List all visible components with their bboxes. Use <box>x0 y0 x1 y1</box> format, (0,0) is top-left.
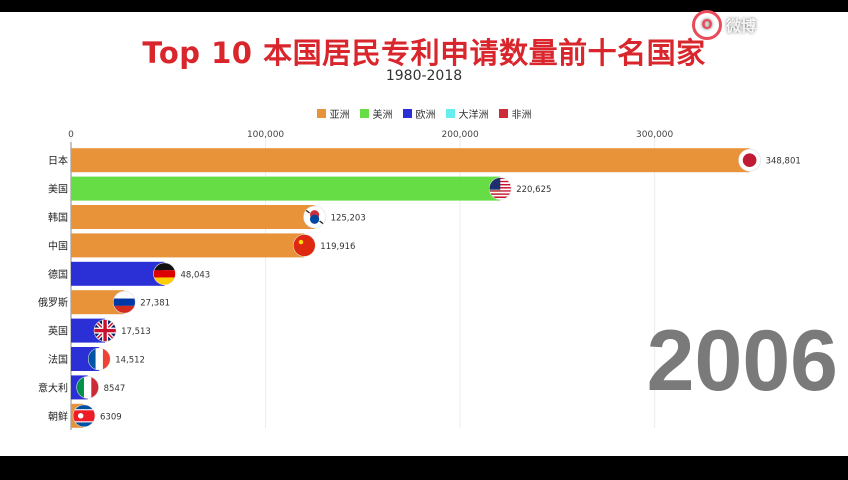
x-tick-label: 0 <box>68 130 74 140</box>
value-label: 48,043 <box>180 270 210 280</box>
bar <box>71 233 305 258</box>
category-label: 意大利 <box>38 381 68 394</box>
legend-swatch <box>402 109 412 118</box>
legend-swatch <box>316 109 326 118</box>
usa-flag-icon <box>488 177 512 200</box>
chart-subtitle: 1980-2018 <box>385 68 463 84</box>
france-flag-icon <box>87 347 111 371</box>
watermark: O 微博 <box>692 10 756 40</box>
russia-flag-icon <box>112 290 136 314</box>
value-label: 6309 <box>100 412 122 422</box>
north-korea-flag-icon <box>72 404 96 428</box>
category-label: 英国 <box>48 325 68 338</box>
year-label: 2006 <box>646 313 838 409</box>
legend: 亚洲 美洲 欧洲 大洋洲 非洲 <box>0 106 848 121</box>
value-label: 119,916 <box>320 242 355 252</box>
x-tick-label: 200,000 <box>442 130 479 140</box>
chart-title: Top 10 本国居民专利申请数量前十名国家 <box>142 36 706 70</box>
category-label: 法国 <box>48 353 68 366</box>
italy-flag-icon <box>76 376 99 399</box>
category-label: 德国 <box>48 268 68 281</box>
value-label: 125,203 <box>331 214 366 224</box>
x-tick-label: 100,000 <box>247 130 284 140</box>
bar <box>71 205 315 229</box>
legend-item[interactable]: 美洲 <box>359 106 393 121</box>
category-label: 中国 <box>48 239 68 252</box>
bar <box>71 261 165 286</box>
legend-label: 欧洲 <box>415 110 436 121</box>
bar <box>71 176 501 201</box>
category-label: 俄罗斯 <box>38 296 68 309</box>
germany-flag-icon <box>153 262 176 286</box>
value-label: 17,513 <box>121 327 151 337</box>
value-label: 348,801 <box>766 157 801 167</box>
x-tick-label: 300,000 <box>636 130 673 140</box>
category-label: 韩国 <box>48 211 68 224</box>
legend-item[interactable]: 亚洲 <box>316 106 350 121</box>
legend-item[interactable]: 大洋洲 <box>445 106 489 121</box>
value-label: 220,625 <box>516 185 551 195</box>
legend-label: 美洲 <box>372 110 393 121</box>
legend-swatch <box>445 109 455 118</box>
china-flag-icon <box>293 234 316 257</box>
category-label: 美国 <box>48 183 68 196</box>
japan-flag-icon <box>738 148 761 172</box>
uk-flag-icon <box>93 319 117 342</box>
bar <box>71 148 750 173</box>
value-label: 8547 <box>104 384 126 394</box>
legend-label: 非洲 <box>511 110 532 121</box>
bar-chart: 0 100,000 200,000 300,000 日本 348,801 美国 220,625… <box>38 130 801 430</box>
watermark-text: 微博 <box>726 16 757 35</box>
category-label: 朝鲜 <box>48 410 68 423</box>
weibo-logo-icon: O <box>692 10 722 40</box>
value-label: 14,512 <box>115 356 145 366</box>
chart-canvas: Top 10 本国居民专利申请数量前十名国家 1980-2018 亚洲 美洲 欧洲 大… <box>0 12 848 456</box>
legend-item[interactable]: 非洲 <box>498 106 532 121</box>
legend-swatch <box>359 109 369 118</box>
south-korea-flag-icon <box>303 205 326 229</box>
legend-label: 大洋洲 <box>458 110 489 121</box>
legend-swatch <box>498 109 508 118</box>
category-label: 日本 <box>48 154 68 167</box>
legend-label: 亚洲 <box>329 110 350 121</box>
value-label: 27,381 <box>140 299 170 309</box>
legend-item[interactable]: 欧洲 <box>402 106 436 121</box>
